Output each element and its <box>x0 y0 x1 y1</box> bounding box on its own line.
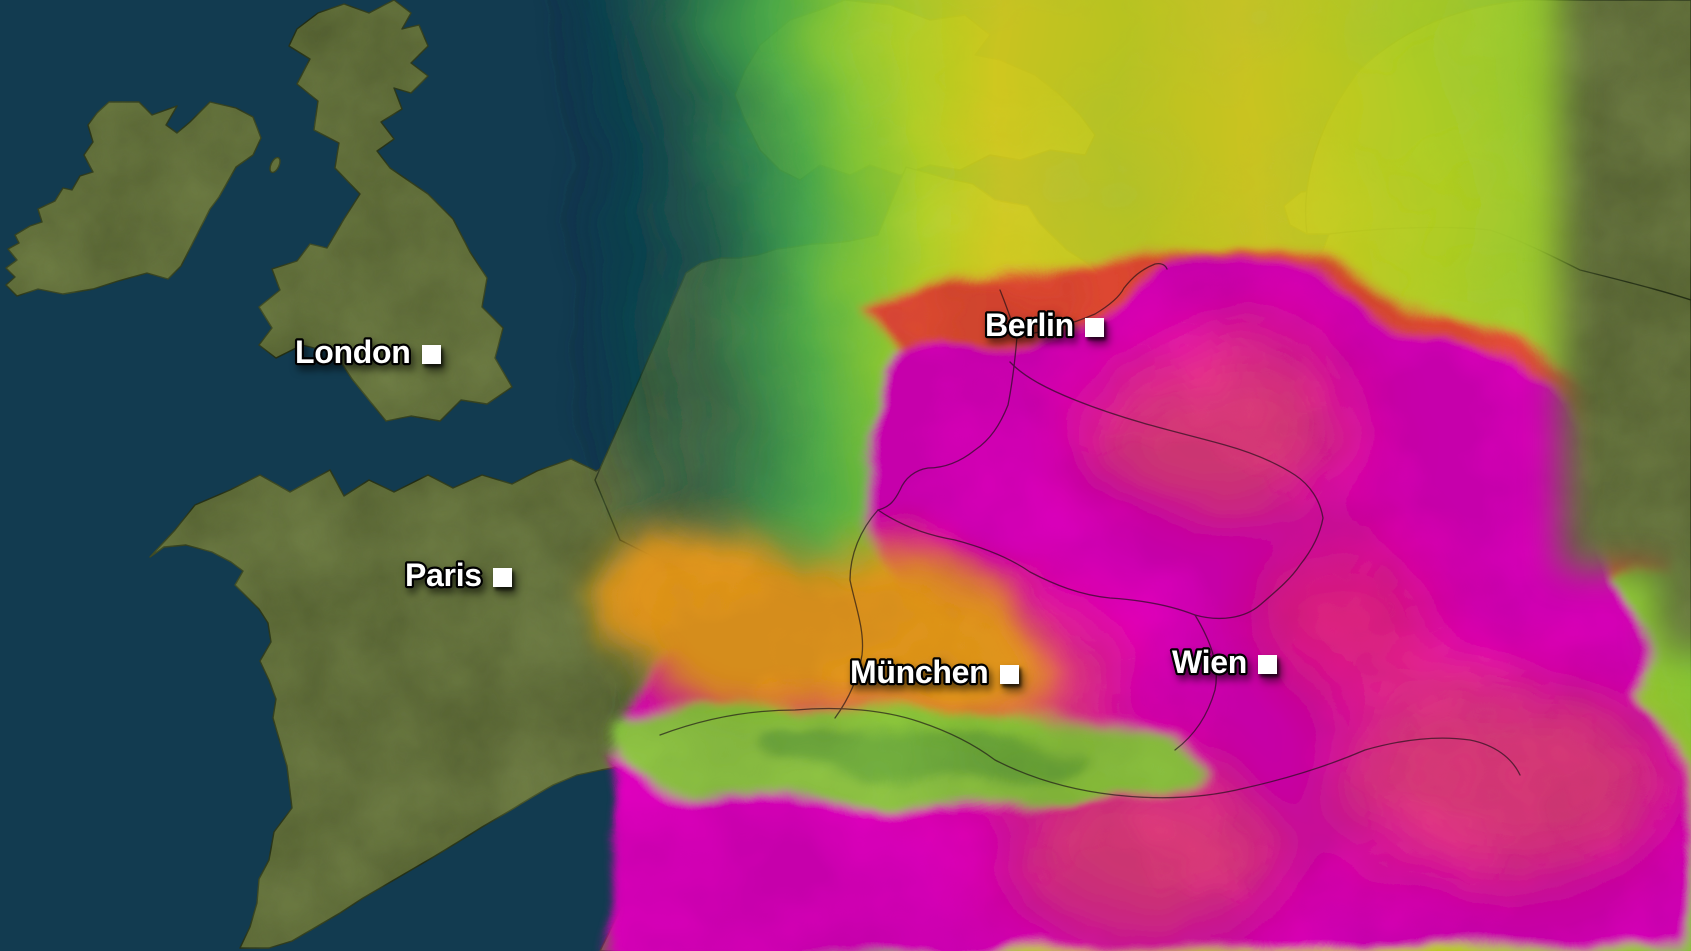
svg-text:München: München <box>850 654 988 690</box>
svg-text:London: London <box>295 334 410 370</box>
svg-text:Wien: Wien <box>1172 644 1247 680</box>
svg-text:Berlin: Berlin <box>985 307 1074 343</box>
svg-text:Paris: Paris <box>405 557 482 593</box>
